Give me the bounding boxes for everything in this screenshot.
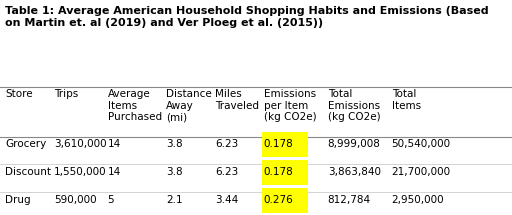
Text: Grocery: Grocery: [5, 139, 47, 149]
FancyBboxPatch shape: [262, 132, 308, 157]
Text: 0.276: 0.276: [264, 195, 293, 205]
FancyBboxPatch shape: [262, 188, 308, 213]
Text: 2.1: 2.1: [166, 195, 183, 205]
Text: 1,550,000: 1,550,000: [54, 167, 106, 177]
Text: Table 1: Average American Household Shopping Habits and Emissions (Based
on Mart: Table 1: Average American Household Shop…: [5, 6, 489, 28]
Text: 590,000: 590,000: [54, 195, 96, 205]
Text: 14: 14: [108, 139, 121, 149]
Text: Drug: Drug: [5, 195, 31, 205]
Text: 0.178: 0.178: [264, 167, 293, 177]
Text: 6.23: 6.23: [215, 167, 238, 177]
Text: Store: Store: [5, 89, 33, 99]
Text: Emissions
per Item
(kg CO2e): Emissions per Item (kg CO2e): [264, 89, 316, 122]
Text: 3,610,000: 3,610,000: [54, 139, 106, 149]
Text: 0.178: 0.178: [264, 139, 293, 149]
Text: 2,950,000: 2,950,000: [392, 195, 444, 205]
Text: Total
Items: Total Items: [392, 89, 421, 111]
Text: 21,700,000: 21,700,000: [392, 167, 451, 177]
Text: 812,784: 812,784: [328, 195, 371, 205]
Text: 5: 5: [108, 195, 114, 205]
Text: 3.8: 3.8: [166, 167, 183, 177]
Text: Miles
Traveled: Miles Traveled: [215, 89, 259, 111]
Text: Trips: Trips: [54, 89, 78, 99]
Text: 8,999,008: 8,999,008: [328, 139, 380, 149]
Text: Average
Items
Purchased: Average Items Purchased: [108, 89, 162, 122]
Text: 3.8: 3.8: [166, 139, 183, 149]
Text: 6.23: 6.23: [215, 139, 238, 149]
Text: 3.44: 3.44: [215, 195, 238, 205]
Text: 3,863,840: 3,863,840: [328, 167, 381, 177]
Text: Total
Emissions
(kg CO2e): Total Emissions (kg CO2e): [328, 89, 380, 122]
Text: 50,540,000: 50,540,000: [392, 139, 451, 149]
Text: 14: 14: [108, 167, 121, 177]
Text: Discount: Discount: [5, 167, 51, 177]
Text: Distance
Away
(mi): Distance Away (mi): [166, 89, 212, 122]
FancyBboxPatch shape: [262, 160, 308, 185]
